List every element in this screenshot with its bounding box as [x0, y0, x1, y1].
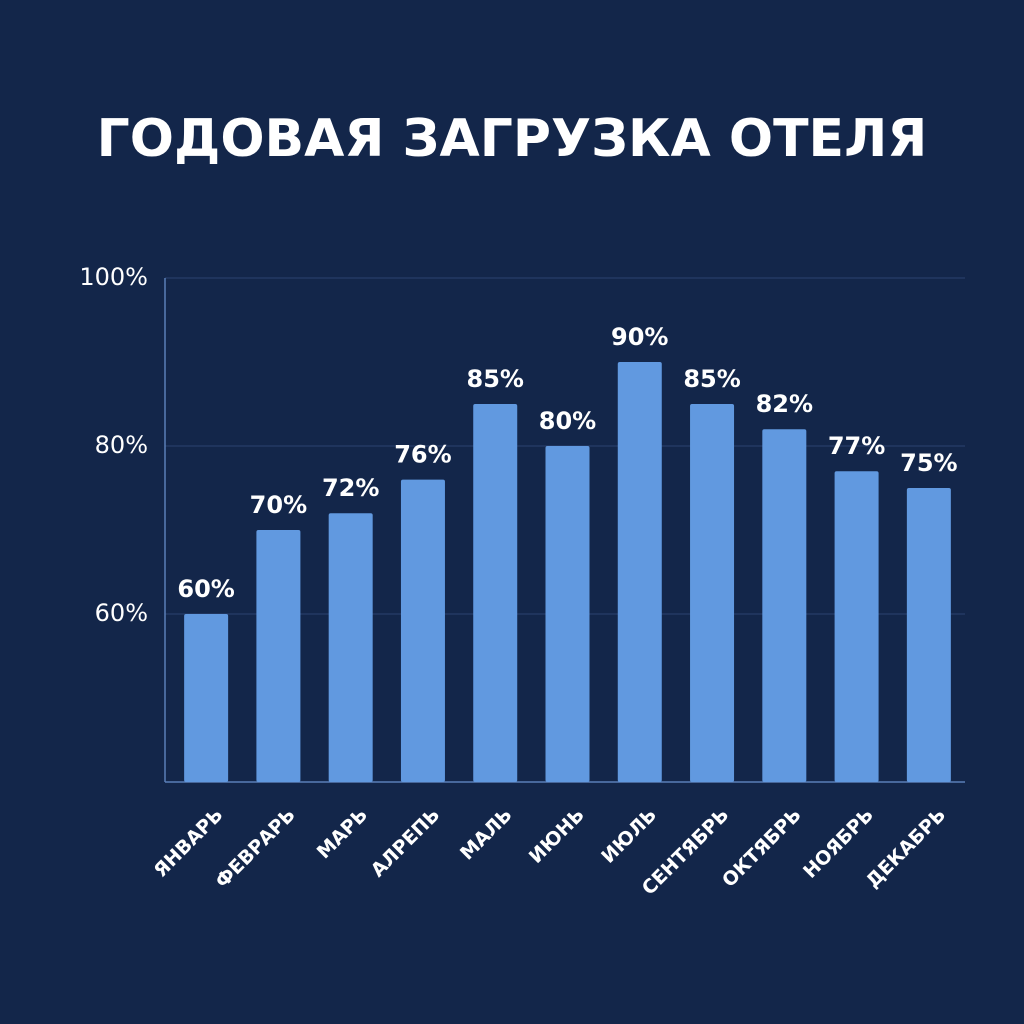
bar: [906, 488, 951, 782]
bar: [762, 429, 807, 782]
value-label: 76%: [394, 441, 451, 469]
value-label: 80%: [539, 407, 596, 435]
value-label: 90%: [611, 323, 668, 351]
value-label: 85%: [683, 365, 740, 393]
value-label: 60%: [177, 575, 234, 603]
bar: [184, 614, 229, 782]
bar: [834, 471, 879, 782]
bar: [400, 479, 445, 782]
value-label: 82%: [756, 390, 813, 418]
bar: [328, 513, 373, 782]
bar: [690, 404, 735, 782]
value-label: 75%: [900, 449, 957, 477]
y-tick-label: 60%: [95, 599, 148, 627]
y-tick-label: 100%: [79, 263, 148, 291]
bar: [473, 404, 518, 782]
bar: [617, 362, 662, 782]
value-label: 85%: [467, 365, 524, 393]
value-label: 70%: [250, 491, 307, 519]
value-label: 72%: [322, 474, 379, 502]
chart-title: ГОДОВАЯ ЗАГРУЗКА ОТЕЛЯ: [97, 109, 928, 169]
bar: [256, 530, 301, 782]
value-label: 77%: [828, 432, 885, 460]
y-tick-label: 80%: [95, 431, 148, 459]
bar: [545, 446, 590, 782]
